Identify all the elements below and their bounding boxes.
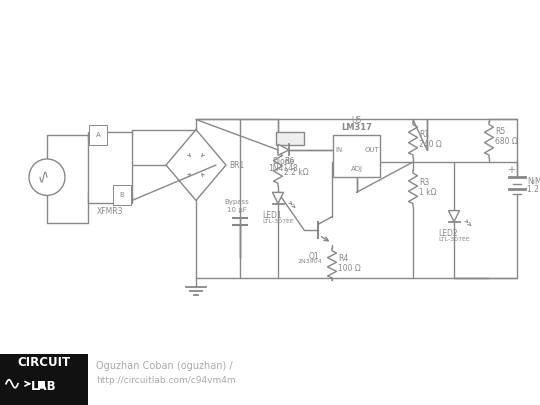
FancyBboxPatch shape: [276, 132, 304, 145]
Bar: [0, 354, 88, 405]
Circle shape: [29, 159, 65, 196]
Polygon shape: [449, 211, 460, 222]
Text: R3: R3: [419, 178, 429, 187]
Text: LM317: LM317: [341, 123, 372, 132]
Text: 1.2 V: 1.2 V: [527, 185, 540, 194]
Text: R4: R4: [338, 254, 348, 263]
Text: 240 Ω: 240 Ω: [419, 140, 442, 149]
Text: B: B: [120, 192, 124, 198]
Text: Q1: Q1: [309, 252, 319, 261]
Text: Bypass: Bypass: [225, 198, 249, 205]
Text: receiver side(large amplitude AC): receiver side(large amplitude AC): [232, 360, 418, 371]
Text: http://circuitlab.com/c94vm4m: http://circuitlab.com/c94vm4m: [96, 376, 235, 385]
Text: A: A: [96, 132, 100, 138]
Text: LTL-307EE: LTL-307EE: [262, 219, 294, 224]
Text: 100 Ω: 100 Ω: [338, 264, 361, 273]
Text: XFMR3: XFMR3: [97, 207, 123, 215]
Polygon shape: [273, 192, 284, 203]
Text: R6: R6: [284, 158, 294, 166]
Text: 10 µF: 10 µF: [227, 207, 247, 213]
Text: 2.2 kΩ: 2.2 kΩ: [284, 168, 309, 177]
Text: sine: sine: [39, 168, 55, 177]
Text: OUT: OUT: [282, 133, 298, 142]
Text: Oguzhan Coban (oguzhan) /: Oguzhan Coban (oguzhan) /: [96, 360, 236, 371]
Text: BR1: BR1: [229, 160, 244, 170]
Text: IN: IN: [335, 147, 342, 153]
Text: CIRCUIT: CIRCUIT: [17, 356, 71, 369]
Text: U5: U5: [352, 115, 362, 125]
Text: R1: R1: [419, 130, 429, 139]
Text: LED1: LED1: [262, 211, 282, 220]
Text: LAB: LAB: [31, 380, 57, 393]
FancyBboxPatch shape: [88, 132, 132, 202]
Text: ADJ: ADJ: [350, 166, 362, 172]
Text: 1N4148: 1N4148: [268, 164, 298, 173]
Text: NiMh: NiMh: [527, 177, 540, 186]
Text: +: +: [507, 165, 515, 175]
Text: Diode: Diode: [272, 157, 294, 166]
Polygon shape: [278, 144, 289, 156]
Text: R5: R5: [495, 127, 505, 136]
Text: OUT: OUT: [364, 147, 380, 153]
Text: LTL-307EE: LTL-307EE: [438, 237, 470, 242]
Text: 2N3904: 2N3904: [298, 259, 322, 264]
Bar: [38, 381, 45, 388]
Text: LED2: LED2: [438, 229, 457, 238]
Text: 680 Ω: 680 Ω: [495, 137, 518, 146]
Text: 10 kHz: 10 kHz: [35, 177, 59, 183]
FancyBboxPatch shape: [333, 134, 380, 177]
Text: 1 kΩ: 1 kΩ: [419, 188, 436, 197]
